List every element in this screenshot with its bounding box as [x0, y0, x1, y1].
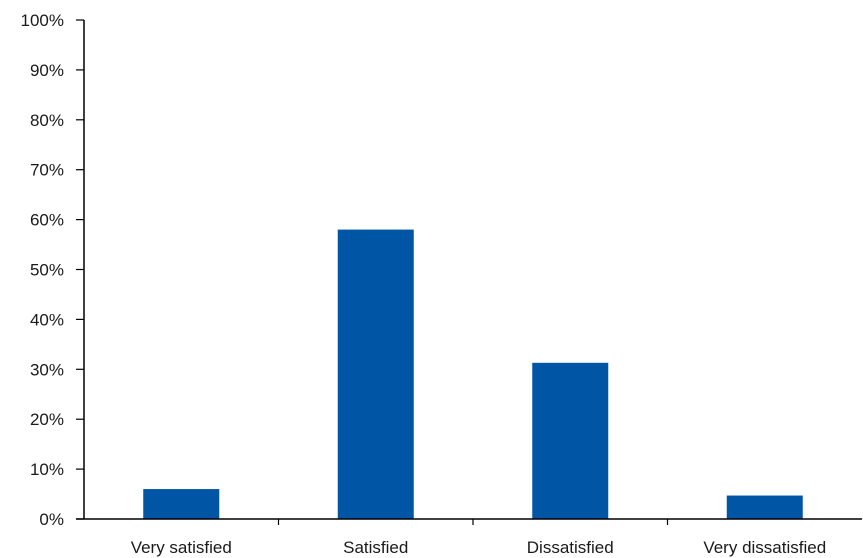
- y-tick-label: 10%: [30, 460, 64, 479]
- x-tick-label: Satisfied: [343, 538, 408, 557]
- y-tick-label: 90%: [30, 61, 64, 80]
- y-tick-label: 60%: [30, 211, 64, 230]
- bar-very-dissatisfied: [726, 495, 803, 519]
- x-tick-label: Very satisfied: [131, 538, 232, 557]
- bar-satisfied: [337, 229, 414, 519]
- y-tick-label: 80%: [30, 111, 64, 130]
- axes-group: [76, 19, 862, 525]
- y-tick-labels: 0% 10% 20% 30% 40% 50% 60% 70% 80% 90% 100%: [21, 11, 64, 529]
- y-tick-label: 40%: [30, 310, 64, 329]
- y-tick-label: 70%: [30, 161, 64, 180]
- y-tick-label: 100%: [21, 11, 64, 30]
- x-tick-label: Dissatisfied: [527, 538, 614, 557]
- x-tick-labels: Very satisfied Satisfied Dissatisfied Very …: [131, 538, 826, 557]
- bar-very-satisfied: [143, 489, 220, 519]
- y-tick-label: 30%: [30, 360, 64, 379]
- bar-dissatisfied: [532, 362, 609, 519]
- bars-group: [143, 229, 803, 519]
- y-tick-label: 20%: [30, 410, 64, 429]
- x-tick-label: Very dissatisfied: [703, 538, 826, 557]
- y-tick-label: 0%: [39, 510, 64, 529]
- y-tick-label: 50%: [30, 261, 64, 280]
